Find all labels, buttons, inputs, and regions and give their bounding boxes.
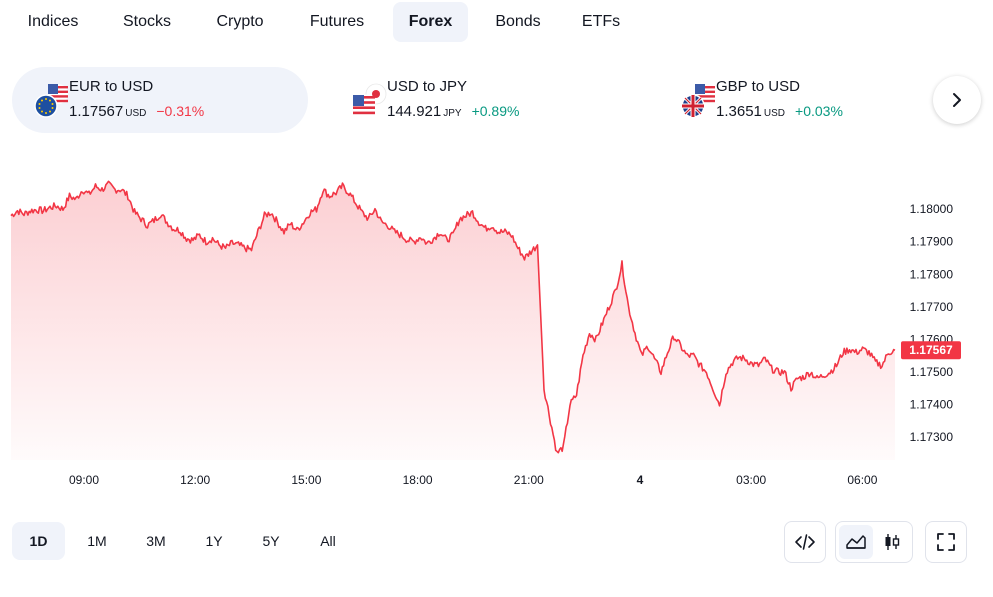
pair-unit: USD: [125, 108, 147, 119]
y-tick-label: 1.17800: [910, 267, 954, 281]
area-chart-icon: [846, 535, 866, 549]
y-tick-label: 1.17700: [910, 300, 954, 314]
pair-eur-usd[interactable]: EUR to USD 1.17567 USD −0.31%: [12, 67, 308, 133]
x-tick-label: 15:00: [291, 473, 321, 487]
x-tick-label: 18:00: [403, 473, 433, 487]
y-tick-label: 1.18000: [910, 202, 954, 216]
y-tick-label: 1.17300: [910, 430, 954, 444]
tab-forex[interactable]: Forex: [393, 2, 468, 42]
y-axis: 1.180001.179001.178001.177001.176001.175…: [910, 202, 954, 444]
pair-change: +0.89%: [471, 103, 520, 119]
candlestick-chart-icon: [885, 534, 900, 550]
x-tick-label: 21:00: [514, 473, 544, 487]
tab-indices[interactable]: Indices: [27, 13, 79, 30]
tab-etfs[interactable]: ETFs: [581, 13, 621, 30]
chart-type-toggle: [835, 521, 913, 563]
pair-price: 1.3651: [716, 103, 762, 120]
us-jp-flags-icon: [352, 83, 387, 118]
y-tick-label: 1.17500: [910, 365, 954, 379]
x-tick-label: 4: [637, 473, 644, 487]
code-embed-icon: [795, 534, 815, 550]
pair-usd-jpy[interactable]: USD to JPY 144.921 JPY +0.89%: [330, 67, 620, 133]
y-tick-label: 1.17900: [910, 235, 954, 249]
next-pairs-button[interactable]: [933, 76, 981, 124]
range-1y[interactable]: 1Y: [205, 533, 223, 549]
candlestick-chart-button[interactable]: [875, 525, 909, 559]
tab-stocks[interactable]: Stocks: [122, 13, 171, 30]
tab-bonds[interactable]: Bonds: [495, 13, 541, 30]
current-price-label: 1.17567: [909, 343, 953, 357]
range-1d[interactable]: 1D: [12, 522, 65, 560]
fullscreen-button[interactable]: [925, 521, 967, 563]
price-chart[interactable]: 1.180001.179001.178001.177001.176001.175…: [0, 160, 993, 500]
embed-button[interactable]: [784, 521, 826, 563]
x-tick-label: 12:00: [180, 473, 210, 487]
eu-us-flags-icon: [34, 84, 68, 118]
pair-quote: 144.921 JPY +0.89%: [387, 103, 519, 120]
tab-crypto[interactable]: Crypto: [216, 13, 264, 30]
pair-quote: 1.17567 USD −0.31%: [69, 103, 204, 120]
market-tabs: Indices Stocks Crypto Futures Forex Bond…: [0, 0, 993, 44]
pair-price: 1.17567: [69, 103, 124, 120]
x-tick-label: 03:00: [736, 473, 766, 487]
range-1m[interactable]: 1M: [87, 533, 107, 549]
pair-unit: USD: [763, 108, 786, 119]
pair-name: GBP to USD: [716, 78, 800, 95]
current-price-badge: 1.17567: [901, 341, 961, 360]
pair-change: +0.03%: [795, 103, 843, 119]
range-3m[interactable]: 3M: [146, 533, 166, 549]
pair-price: 144.921: [387, 103, 442, 120]
pair-change: −0.31%: [156, 103, 205, 119]
range-all[interactable]: All: [320, 533, 336, 549]
pair-quote: 1.3651 USD +0.03%: [716, 103, 843, 120]
x-axis: 09:00 12:00 15:00 18:00 21:00 4 03:00 06:00: [69, 473, 878, 487]
range-5y[interactable]: 5Y: [262, 533, 280, 549]
y-tick-label: 1.17400: [910, 398, 954, 412]
x-tick-label: 06:00: [847, 473, 877, 487]
price-area: [11, 181, 895, 461]
fullscreen-icon: [937, 533, 955, 551]
x-tick-label: 09:00: [69, 473, 99, 487]
gb-us-flags-icon: [681, 84, 715, 118]
chevron-right-icon: [953, 93, 961, 107]
pair-name: USD to JPY: [387, 78, 468, 95]
pair-gbp-usd[interactable]: GBP to USD 1.3651 USD +0.03%: [659, 67, 929, 133]
pair-name: EUR to USD: [69, 78, 154, 95]
price-line: [10, 180, 896, 454]
pair-unit: JPY: [443, 108, 462, 119]
tab-futures[interactable]: Futures: [309, 13, 365, 30]
area-chart-button[interactable]: [839, 525, 873, 559]
